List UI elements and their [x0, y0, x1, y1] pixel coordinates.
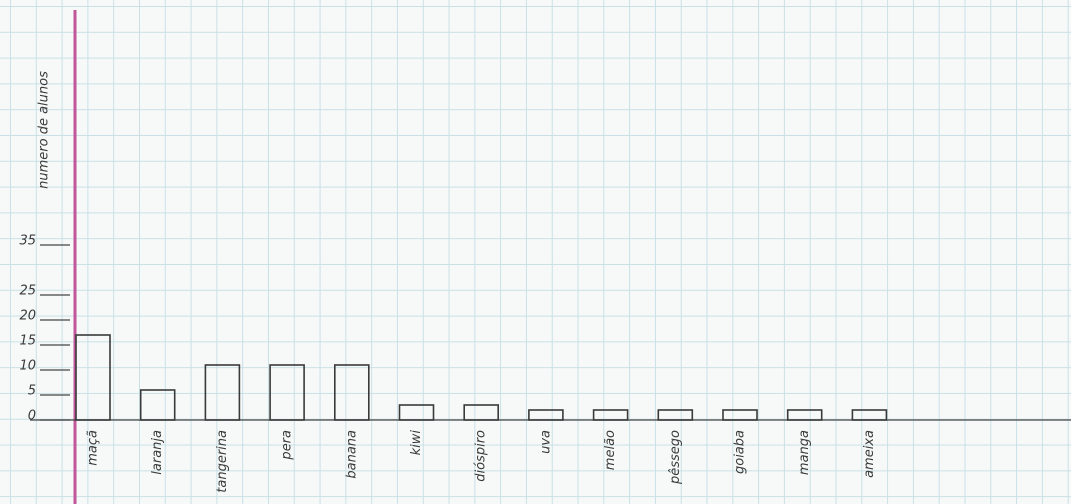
bar [722, 409, 758, 421]
x-tick-label: dióspiro [474, 430, 489, 482]
bar [269, 364, 305, 421]
bar [657, 409, 694, 421]
bar [333, 364, 370, 421]
y-tick-label: 0 [28, 409, 36, 424]
x-tick-label: ameixa [862, 430, 877, 478]
x-tick-label: banana [344, 430, 359, 479]
x-tick-label: laranja [150, 430, 165, 475]
x-tick-label: pêssego [668, 430, 683, 485]
bar [139, 389, 176, 421]
bar [786, 409, 823, 421]
y-tick-label: 10 [19, 359, 36, 374]
y-tick-label: 15 [19, 334, 36, 349]
x-tick-label: kiwi [409, 430, 424, 456]
y-tick-label: 25 [19, 284, 36, 299]
x-tick-label: manga [797, 430, 812, 475]
y-tick-label: 20 [19, 309, 36, 324]
x-tick-label: uva [538, 430, 553, 454]
x-tick-label: pera [280, 430, 295, 461]
x-tick-label: tangerina [215, 430, 230, 493]
x-tick-label: goiaba [733, 430, 748, 474]
x-tick-label: melão [603, 430, 618, 470]
x-tick-label: maçã [86, 430, 101, 466]
bar [528, 409, 564, 421]
bar [463, 404, 500, 421]
y-tick-label: 5 [28, 384, 36, 399]
y-tick-label: 35 [19, 234, 36, 249]
y-axis-label: numero de alunos [37, 71, 52, 189]
bar [204, 364, 241, 421]
bar [851, 409, 888, 421]
bar [398, 404, 435, 421]
bar [592, 409, 629, 421]
bar [75, 334, 111, 421]
